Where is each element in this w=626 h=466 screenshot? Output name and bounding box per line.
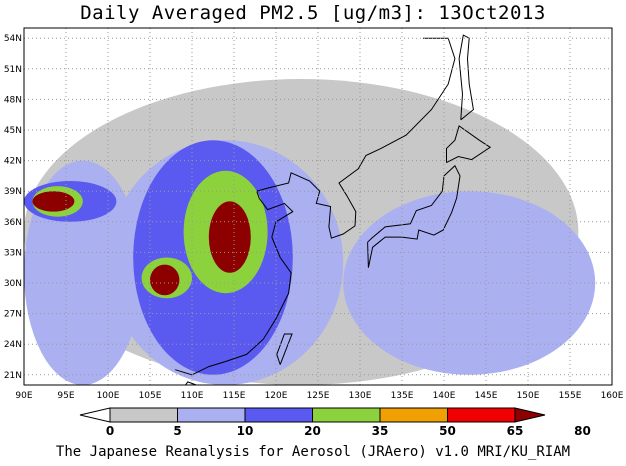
lon-tick-label: 90E [15, 391, 32, 401]
colorbar-level-label: 0 [106, 424, 114, 438]
lon-tick-label: 130E [349, 391, 372, 401]
colorbar-level-label: 80 [574, 424, 591, 438]
lon-tick-label: 115E [223, 391, 246, 401]
lon-tick-label: 95E [57, 391, 74, 401]
lon-tick-label: 105E [139, 391, 162, 401]
lat-tick-label: 36N [4, 218, 22, 228]
colorbar-segment [312, 407, 381, 423]
lat-tick-label: 42N [4, 157, 22, 167]
coastline-3 [458, 34, 474, 121]
credit-text: The Japanese Reanalysis for Aerosol (JRA… [55, 444, 571, 460]
colorbar-segment [109, 407, 178, 423]
lon-tick-label: 120E [265, 391, 288, 401]
lon-tick-label: 150E [517, 391, 540, 401]
lon-tick-label: 135E [391, 391, 414, 401]
colorbar-level-label: 50 [439, 424, 456, 438]
lon-tick-label: 110E [181, 391, 204, 401]
colorbar-segment [244, 407, 313, 423]
lat-tick-label: 48N [4, 95, 22, 105]
pm25-region-3 [343, 191, 596, 375]
colorbar-arrow-high [514, 407, 546, 423]
concentration-field [24, 79, 596, 385]
lat-tick-label: 27N [4, 310, 22, 320]
lat-tick-label: 54N [4, 34, 22, 44]
plot-frame [23, 27, 613, 386]
lat-tick-label: 51N [4, 65, 22, 75]
lat-tick-label: 24N [4, 340, 22, 350]
map-title: Daily Averaged PM2.5 [ug/m3]: 13Oct2013 [80, 2, 546, 24]
lat-tick-label: 45N [4, 126, 22, 136]
colorbar: 0 5 10 20 35 50 65 80 [79, 407, 591, 438]
lon-tick-label: 100E [97, 391, 120, 401]
lon-tick-label: 125E [307, 391, 330, 401]
colorbar-level-label: 65 [507, 424, 524, 438]
colorbar-level-label: 10 [237, 424, 254, 438]
lon-tick-label: 145E [475, 391, 498, 401]
colorbar-arrow-low [79, 407, 111, 423]
coastline-1 [367, 164, 461, 268]
coastline-2 [446, 125, 492, 164]
lon-tick-label: 140E [433, 391, 456, 401]
colorbar-level-label: 5 [173, 424, 181, 438]
colorbar-segment [447, 407, 516, 423]
lat-tick-label: 21N [4, 371, 22, 381]
colorbar-segment [379, 407, 448, 423]
colorbar-level-label: 35 [372, 424, 389, 438]
colorbar-level-label: 20 [304, 424, 321, 438]
lon-tick-label: 160E [601, 391, 624, 401]
lat-tick-label: 30N [4, 279, 22, 289]
colorbar-segment [177, 407, 246, 423]
pm25-region-9 [32, 191, 75, 212]
coastline-5 [184, 381, 198, 385]
pm25-region-11 [208, 201, 251, 273]
pm25-region-10 [150, 264, 180, 296]
coastline-0 [175, 37, 456, 376]
lat-tick-label: 33N [4, 248, 22, 258]
lon-tick-label: 155E [559, 391, 582, 401]
lat-tick-label: 39N [4, 187, 22, 197]
